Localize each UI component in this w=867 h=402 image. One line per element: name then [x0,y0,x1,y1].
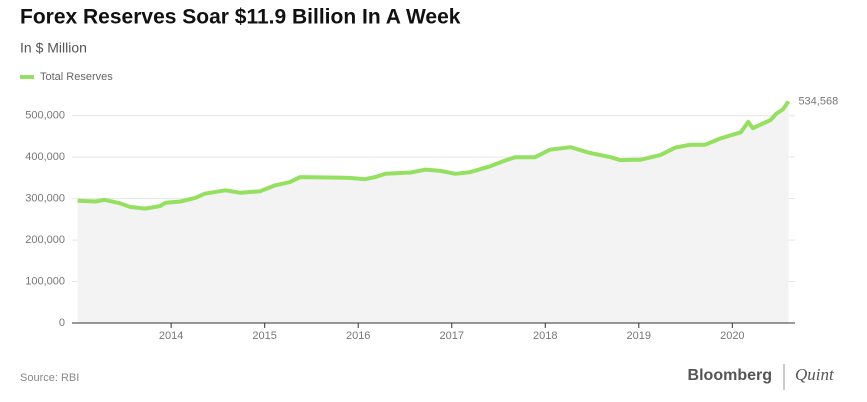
brand: Bloomberg [688,367,772,384]
chart-title: Forex Reserves Soar $11.9 Billion In A W… [20,6,461,29]
brand: Quint [795,365,835,384]
x-tick-label: 2018 [533,330,557,342]
value-label: 534,568 [798,95,838,107]
legend-label: Total Reserves [40,71,113,83]
area [77,101,789,324]
y-tick-label: 500,000 [25,110,65,122]
chart-subtitle: In $ Million [20,40,87,56]
source: Source: RBI [20,372,79,384]
x-tick-label: 2014 [159,330,183,342]
y-tick-label: 100,000 [25,275,65,287]
line [77,100,791,211]
y-tick-label: 300,000 [25,193,65,205]
y-tick-label: 200,000 [25,234,65,246]
y-tick-label: 400,000 [25,151,65,163]
x-tick-label: 2015 [252,330,276,342]
x-tick-label: 2017 [439,330,463,342]
x-tick-label: 2020 [720,330,744,342]
x-tick-label: 2019 [627,330,651,342]
y-tick-label: 0 [59,317,65,329]
x-tick-label: 2016 [346,330,370,342]
